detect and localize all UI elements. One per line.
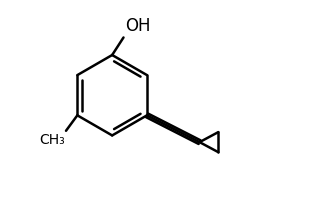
Text: OH: OH bbox=[126, 17, 151, 35]
Text: CH₃: CH₃ bbox=[39, 133, 65, 147]
